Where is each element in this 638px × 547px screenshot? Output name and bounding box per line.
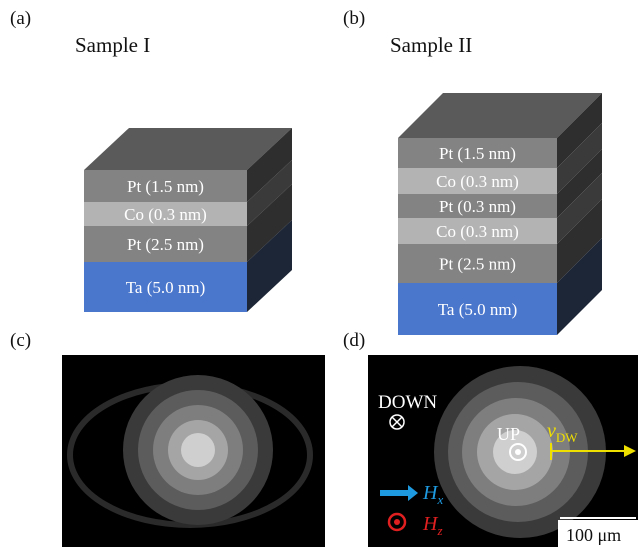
scale-label: 100 μm — [566, 525, 621, 545]
layer-label: Pt (2.5 nm) — [439, 255, 516, 274]
layer-label: Pt (1.5 nm) — [127, 177, 204, 196]
panel-label: (d) — [343, 330, 365, 351]
layer-label: Co (0.3 nm) — [436, 222, 519, 241]
layer-label: Ta (5.0 nm) — [126, 278, 206, 297]
panel-label: (a) — [10, 8, 31, 29]
annotation: DOWN — [378, 392, 437, 413]
annotation: UP — [497, 424, 520, 444]
symbol: H — [422, 513, 439, 535]
layer-label: Co (0.3 nm) — [124, 205, 207, 224]
panel-label: (b) — [343, 8, 365, 29]
subscript: DW — [556, 430, 578, 445]
layer-label: Pt (0.3 nm) — [439, 197, 516, 216]
subscript: x — [436, 492, 443, 507]
layer-label: Co (0.3 nm) — [436, 172, 519, 191]
up-marker — [515, 449, 521, 455]
kerr-image-c — [62, 355, 325, 547]
layer-label: Ta (5.0 nm) — [438, 300, 518, 319]
layer-label: Pt (1.5 nm) — [439, 144, 516, 163]
domain — [181, 433, 215, 467]
panel-title: Sample I — [75, 33, 150, 57]
out-of-page-symbol — [394, 519, 400, 525]
layer-label: Pt (2.5 nm) — [127, 235, 204, 254]
figure: (a) Sample I (b) Sample II (c) (d) DOWN … — [0, 0, 638, 547]
subscript: z — [436, 523, 442, 538]
kerr-image-d: DOWN UP vDW Hx Hz 100 μm — [368, 355, 638, 547]
panel-label: (c) — [10, 330, 31, 351]
symbol: H — [422, 482, 439, 504]
symbol: v — [547, 420, 556, 442]
panel-title: Sample II — [390, 33, 472, 57]
